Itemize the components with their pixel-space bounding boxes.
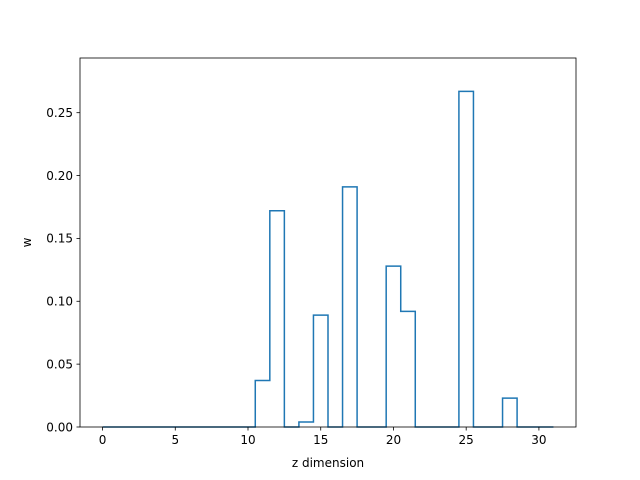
x-tick-label: 20 <box>386 433 401 447</box>
y-axis-label: w <box>20 237 34 247</box>
x-axis-label: z dimension <box>292 456 364 470</box>
y-tick-label: 0.20 <box>46 169 73 183</box>
x-tick-label: 10 <box>240 433 255 447</box>
plot-frame <box>79 57 577 428</box>
x-tick-label: 30 <box>531 433 546 447</box>
x-axis-ticks: 0 5 10 15 20 25 30 <box>99 427 547 447</box>
y-tick-label: 0.25 <box>46 106 73 120</box>
x-tick-label: 15 <box>313 433 328 447</box>
y-tick-label: 0.00 <box>46 420 73 434</box>
x-tick-label: 0 <box>99 433 107 447</box>
y-tick-label: 0.10 <box>46 295 73 309</box>
x-tick-label: 5 <box>171 433 179 447</box>
y-tick-label: 0.05 <box>46 357 73 371</box>
y-axis-ticks: 0.00 0.05 0.10 0.15 0.20 0.25 <box>46 106 80 434</box>
y-tick-label: 0.15 <box>46 232 73 246</box>
x-tick-label: 25 <box>459 433 474 447</box>
